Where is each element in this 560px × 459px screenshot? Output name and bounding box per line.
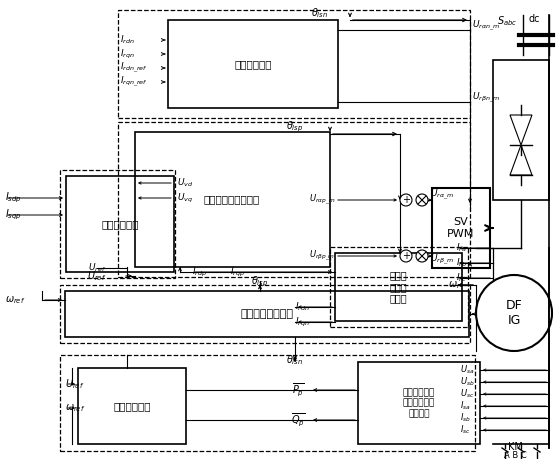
- Text: $I_{rdn}$: $I_{rdn}$: [295, 301, 310, 313]
- Bar: [60, 170, 175, 278]
- Text: $I_{rqn\_ref}$: $I_{rqn\_ref}$: [120, 75, 148, 89]
- Text: $U_{ref}$: $U_{ref}$: [87, 269, 107, 283]
- Text: $\omega_r$: $\omega_r$: [449, 279, 461, 291]
- Text: dc: dc: [528, 14, 540, 24]
- Text: DF
IG: DF IG: [506, 299, 522, 327]
- Text: $I_{rdn}$: $I_{rdn}$: [120, 34, 135, 46]
- Text: $I_{rb}$: $I_{rb}$: [456, 257, 467, 269]
- Bar: [60, 285, 470, 343]
- Bar: [118, 122, 470, 277]
- Text: $U_{ref}$: $U_{ref}$: [65, 377, 85, 391]
- Text: $S_{abc}$: $S_{abc}$: [497, 14, 517, 28]
- Text: $I_{sdp}$: $I_{sdp}$: [5, 191, 22, 205]
- Bar: [335, 253, 462, 321]
- Text: $\theta_{lsp}$: $\theta_{lsp}$: [286, 120, 304, 134]
- Text: $\theta_{lsn}$: $\theta_{lsn}$: [311, 6, 329, 20]
- Bar: [493, 60, 549, 200]
- Circle shape: [400, 250, 412, 262]
- Text: $U_{vd}$: $U_{vd}$: [177, 177, 193, 189]
- Bar: [358, 362, 480, 444]
- Text: $I_{rdn\_ref}$: $I_{rdn\_ref}$: [120, 61, 148, 75]
- Bar: [118, 10, 470, 118]
- Text: A B C: A B C: [503, 450, 526, 459]
- Text: $U_{ref}$: $U_{ref}$: [88, 262, 106, 274]
- Text: $U_{r\beta\_m}$: $U_{r\beta\_m}$: [430, 253, 454, 267]
- Bar: [330, 247, 468, 327]
- Text: $I_{rc}$: $I_{rc}$: [456, 272, 466, 284]
- Text: 转子正
负序电
流提取: 转子正 负序电 流提取: [389, 270, 407, 303]
- Text: SV
PWM: SV PWM: [447, 217, 475, 239]
- Text: $\omega_{ref}$: $\omega_{ref}$: [65, 402, 86, 414]
- Bar: [65, 291, 469, 337]
- Text: $\overline{Q_p}$: $\overline{Q_p}$: [291, 411, 305, 429]
- Bar: [66, 176, 174, 272]
- Text: $I_{rqn}$: $I_{rqn}$: [120, 47, 135, 61]
- Circle shape: [416, 194, 428, 206]
- Text: $\omega_{ref}$: $\omega_{ref}$: [5, 294, 25, 306]
- Text: 电压电流双闭环控制: 电压电流双闭环控制: [204, 194, 260, 204]
- Text: $U_{r\alpha\_m}$: $U_{r\alpha\_m}$: [430, 188, 454, 202]
- Text: $I_{rqp}$: $I_{rqp}$: [230, 265, 245, 279]
- Circle shape: [416, 250, 428, 262]
- Text: $I_{rdp}$: $I_{rdp}$: [192, 265, 207, 279]
- Text: $U_{r\beta n\_m}$: $U_{r\beta n\_m}$: [472, 91, 500, 105]
- Text: $U_{r\alpha n\_m}$: $U_{r\alpha n\_m}$: [472, 19, 500, 33]
- Text: 正负序转角差计算: 正负序转角差计算: [240, 309, 293, 319]
- Bar: [60, 355, 475, 451]
- Text: 虚拟同步控制: 虚拟同步控制: [113, 401, 151, 411]
- Text: $\overline{P_p}$: $\overline{P_p}$: [292, 381, 304, 398]
- Text: $I_{rqn}$: $I_{rqn}$: [295, 315, 310, 329]
- Text: $U_{r\beta p\_m}$: $U_{r\beta p\_m}$: [309, 249, 335, 263]
- Text: 负序电流控制: 负序电流控制: [234, 59, 272, 69]
- Text: $I_{ra}$: $I_{ra}$: [456, 242, 466, 254]
- Circle shape: [400, 194, 412, 206]
- Text: $I_{sqp}$: $I_{sqp}$: [5, 208, 22, 222]
- Text: KM: KM: [507, 442, 522, 452]
- Text: +: +: [402, 251, 410, 261]
- Text: $\theta_{lsn}$: $\theta_{lsn}$: [286, 353, 304, 367]
- Text: 虚拟阻抗控制: 虚拟阻抗控制: [101, 219, 139, 229]
- Text: 定子侧正序电
压电流提取及
功率计算: 定子侧正序电 压电流提取及 功率计算: [403, 388, 435, 418]
- Text: $\theta_{lsp}$: $\theta_{lsp}$: [251, 275, 269, 289]
- Bar: [78, 368, 186, 444]
- Bar: [135, 132, 330, 267]
- Text: $I_{sa}$: $I_{sa}$: [460, 400, 471, 412]
- Text: $U_{vq}$: $U_{vq}$: [177, 191, 193, 205]
- Bar: [168, 20, 338, 108]
- Text: $I_{sc}$: $I_{sc}$: [460, 424, 471, 436]
- Text: $U_{sa}$: $U_{sa}$: [460, 364, 474, 376]
- Text: +: +: [402, 195, 410, 205]
- Text: $I_{sb}$: $I_{sb}$: [460, 412, 471, 424]
- Text: $U_{sc}$: $U_{sc}$: [460, 388, 474, 400]
- Text: $U_{sb}$: $U_{sb}$: [460, 376, 475, 388]
- Bar: [432, 188, 490, 268]
- Text: $U_{r\alpha p\_m}$: $U_{r\alpha p\_m}$: [309, 193, 335, 207]
